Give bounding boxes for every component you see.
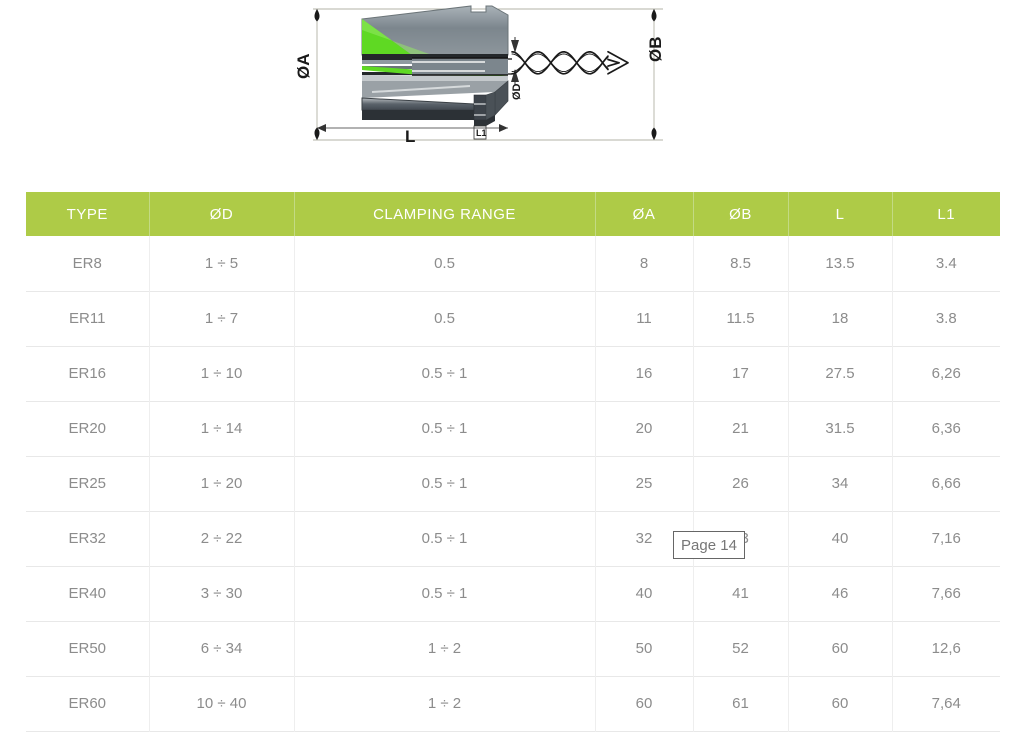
svg-text:L1: L1 bbox=[476, 128, 487, 138]
svg-text:ØB: ØB bbox=[646, 37, 665, 63]
svg-text:ØA: ØA bbox=[294, 54, 313, 80]
svg-text:ØD: ØD bbox=[511, 83, 523, 100]
svg-text:L: L bbox=[405, 127, 415, 146]
